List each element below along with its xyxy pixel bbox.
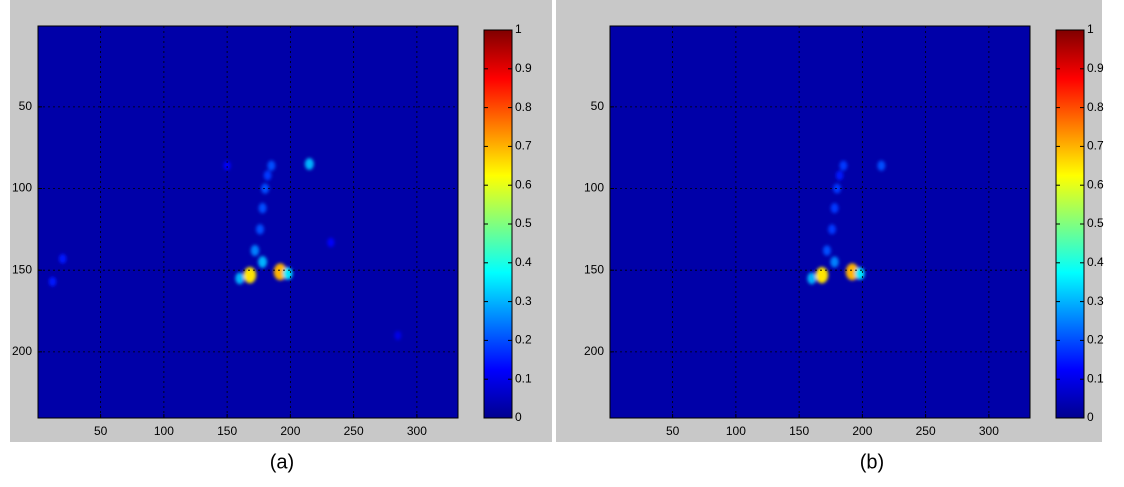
hotspot (877, 160, 885, 170)
colorbar-tick-label: 0.6 (1087, 177, 1104, 191)
caption: (a) (270, 451, 294, 473)
colorbar-tick-label: 0.9 (515, 61, 532, 75)
colorbar-tick-label: 0.4 (515, 255, 532, 269)
hotspot (49, 277, 57, 287)
colorbar-tick-label: 1 (1087, 22, 1094, 36)
y-tick-label: 200 (584, 344, 604, 358)
colorbar-tick-label: 0.5 (1087, 216, 1104, 230)
figure: 501001502002503005010015020000.10.20.30.… (0, 0, 1124, 482)
colorbar-tick-label: 0.5 (515, 216, 532, 230)
x-tick-label: 50 (94, 424, 108, 438)
hotspot (394, 331, 401, 340)
hotspot (836, 171, 844, 181)
x-tick-label: 250 (916, 424, 936, 438)
hotspot (305, 158, 314, 170)
hotspot (244, 267, 257, 283)
y-tick-label: 150 (12, 262, 32, 276)
hotspot (816, 267, 829, 283)
hotspot (283, 267, 293, 279)
hotspot (840, 161, 848, 171)
hotspot (59, 254, 66, 264)
x-tick-label: 100 (154, 424, 174, 438)
colorbar (1056, 30, 1084, 418)
hotspot (823, 245, 831, 255)
caption: (b) (860, 451, 884, 473)
x-tick-label: 150 (789, 424, 809, 438)
colorbar-tick-label: 0.1 (1087, 371, 1104, 385)
x-tick-label: 150 (217, 424, 237, 438)
hotspot (259, 203, 267, 213)
x-tick-label: 300 (979, 424, 999, 438)
hotspot (267, 160, 275, 170)
colorbar-tick-label: 0.7 (1087, 139, 1104, 153)
y-tick-label: 50 (591, 99, 605, 113)
hotspot (235, 273, 244, 285)
hotspot (251, 245, 260, 256)
hotspot (831, 203, 839, 213)
hotspot (258, 256, 267, 268)
hotspot (264, 170, 272, 180)
hotspot (828, 224, 836, 234)
y-tick-label: 100 (12, 181, 32, 195)
x-tick-label: 250 (344, 424, 364, 438)
x-tick-label: 100 (726, 424, 746, 438)
hotspot (830, 256, 839, 267)
colorbar-tick-label: 0.8 (515, 100, 532, 114)
hotspot (256, 224, 264, 234)
y-tick-label: 100 (584, 181, 604, 195)
colorbar-tick-label: 0.4 (1087, 255, 1104, 269)
hotspot (327, 238, 334, 247)
colorbar-tick-label: 0.3 (1087, 294, 1104, 308)
hotspot (261, 183, 269, 193)
y-tick-label: 200 (12, 344, 32, 358)
colorbar-tick-label: 0.8 (1087, 100, 1104, 114)
x-tick-label: 200 (852, 424, 872, 438)
colorbar-tick-label: 0.1 (515, 371, 532, 385)
y-tick-label: 150 (584, 262, 604, 276)
x-tick-label: 50 (666, 424, 680, 438)
colorbar-tick-label: 0 (515, 410, 522, 424)
colorbar-tick-label: 0.9 (1087, 61, 1104, 75)
hotspot (807, 273, 816, 285)
colorbar-tick-label: 0.2 (515, 333, 532, 347)
x-tick-label: 200 (280, 424, 300, 438)
colorbar-tick-label: 1 (515, 22, 522, 36)
y-tick-label: 50 (19, 99, 33, 113)
hotspot (833, 183, 841, 193)
colorbar-tick-label: 0 (1087, 410, 1094, 424)
hotspot (855, 267, 865, 279)
colorbar (484, 30, 512, 418)
colorbar-tick-label: 0.3 (515, 294, 532, 308)
colorbar-tick-label: 0.7 (515, 139, 532, 153)
colorbar-tick-label: 0.2 (1087, 333, 1104, 347)
x-tick-label: 300 (407, 424, 427, 438)
colorbar-tick-label: 0.6 (515, 177, 532, 191)
